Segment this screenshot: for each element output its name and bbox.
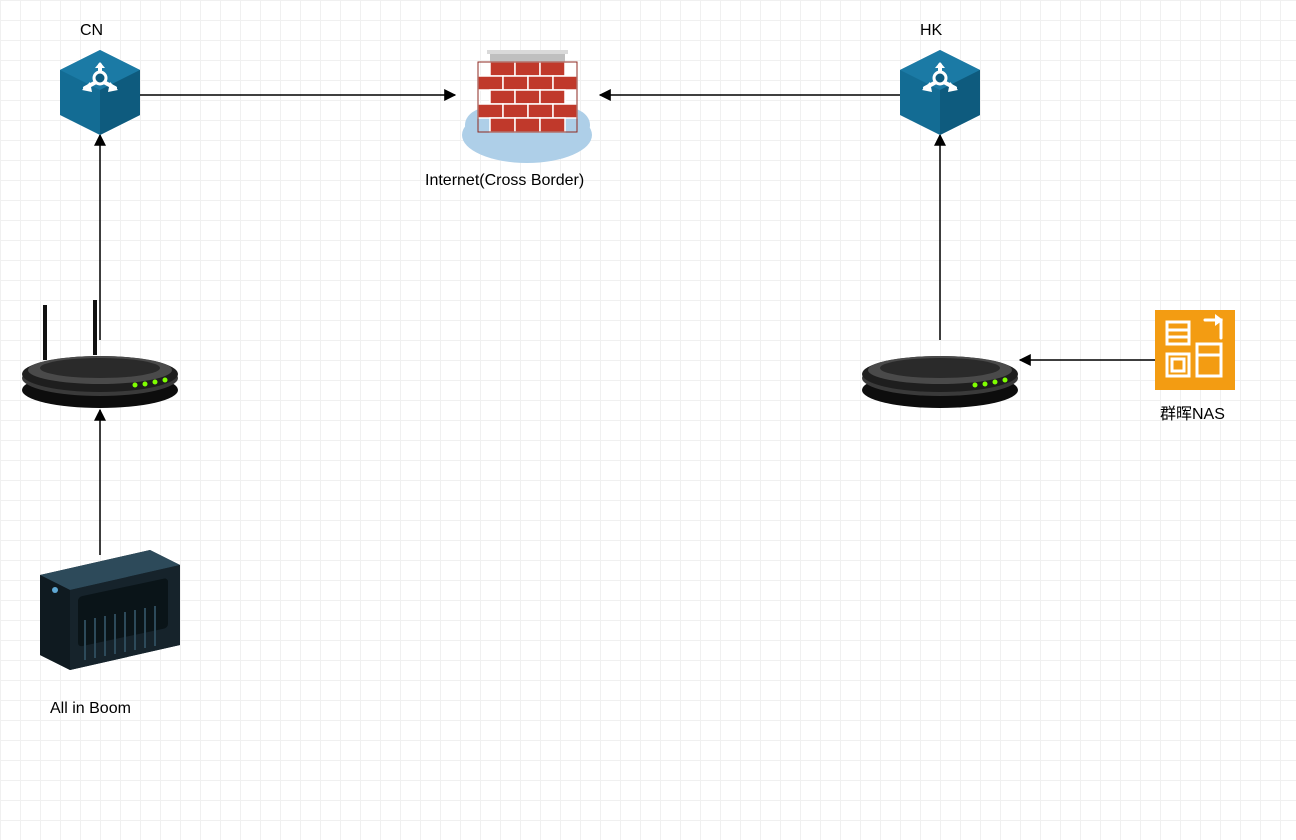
node-cn-modem xyxy=(20,300,180,410)
rack-server-icon xyxy=(40,550,180,670)
label-hk: HK xyxy=(920,22,942,40)
nas-icon xyxy=(1155,310,1235,390)
node-nas xyxy=(1155,310,1235,390)
node-firewall xyxy=(455,40,600,165)
label-internet: Internet(Cross Border) xyxy=(425,172,584,190)
label-cn: CN xyxy=(80,22,103,40)
label-nas: 群晖NAS xyxy=(1160,400,1225,424)
layer3-switch-icon xyxy=(900,50,980,135)
label-server: All in Boom xyxy=(50,700,131,718)
wireless-router-icon xyxy=(20,300,180,410)
router-icon xyxy=(860,320,1020,410)
node-cn-router xyxy=(60,50,140,135)
node-server xyxy=(40,550,180,670)
node-hk-modem xyxy=(860,320,1020,410)
layer3-switch-icon xyxy=(60,50,140,135)
grid-background xyxy=(0,0,1296,840)
firewall-cloud-icon xyxy=(455,40,600,165)
node-hk-router xyxy=(900,50,980,135)
